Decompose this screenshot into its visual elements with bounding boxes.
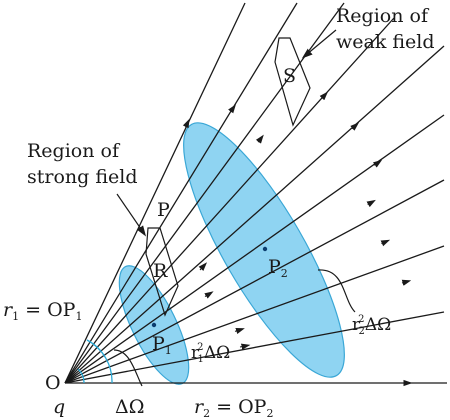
patch-pr: [145, 227, 179, 317]
charge-label: q: [53, 396, 65, 418]
r2-equation: r2 = OP2: [194, 396, 273, 420]
arrow-2: [228, 104, 236, 114]
arrow-9: [401, 279, 412, 286]
patch-s-label: S: [283, 65, 296, 87]
arrow-4: [319, 91, 329, 101]
field-line-6: [64, 114, 445, 384]
strong-field-pointer: [116, 193, 147, 237]
arrow-inner-1: [198, 262, 208, 272]
arrow-inner-3: [234, 327, 245, 334]
strong-field-label-line1: Region of: [27, 140, 121, 162]
patch-p-label: P: [157, 199, 170, 221]
field-line-4: [64, 17, 395, 384]
weak-field-label-line1: Region of: [336, 5, 430, 27]
field-line-9: [64, 311, 445, 384]
solid-angle-label: ΔΩ: [115, 396, 144, 418]
field-line-7: [64, 179, 445, 384]
field-line-1: [64, 2, 246, 384]
patch-s: [274, 37, 311, 127]
arc-inner: [77, 368, 85, 384]
r1-equation: r1 = OP1: [3, 299, 82, 323]
field-arrows: [182, 91, 413, 387]
weak-field-pointer: [301, 29, 337, 59]
area2-pointer: [317, 269, 356, 313]
area2-label: r2 2ΔΩ: [352, 314, 391, 337]
strong-field-label-line2: strong field: [27, 166, 138, 188]
arrow-1: [182, 118, 190, 129]
field-line-8: [64, 245, 445, 384]
field-line-3: [64, 2, 345, 384]
field-line-5: [64, 45, 445, 384]
point-p1-dot: [151, 322, 157, 328]
arrow-8: [380, 239, 391, 247]
arrow-7: [366, 199, 376, 208]
patch-r-label: R: [153, 260, 168, 282]
solid-angle-arcs: [77, 339, 113, 384]
point-p1-label: P1: [152, 333, 172, 357]
arrow-inner-2: [204, 291, 214, 299]
weak-field-label-line2: weak field: [336, 31, 435, 53]
arrow-6: [373, 159, 383, 168]
field-lines: [64, 2, 447, 384]
origin-label: O: [45, 372, 61, 394]
field-line-2: [64, 2, 298, 384]
arc-outer: [86, 339, 113, 384]
arrow-inner-4: [239, 343, 251, 350]
point-p2-dot: [262, 246, 268, 252]
area1-label: r2 1ΔΩ: [191, 342, 230, 365]
pointer-lines: [113, 29, 356, 387]
point-p2-label: P2: [268, 256, 288, 280]
area1-pointer: [113, 349, 143, 387]
arrow-5: [350, 122, 360, 131]
arrow-3: [255, 134, 264, 144]
